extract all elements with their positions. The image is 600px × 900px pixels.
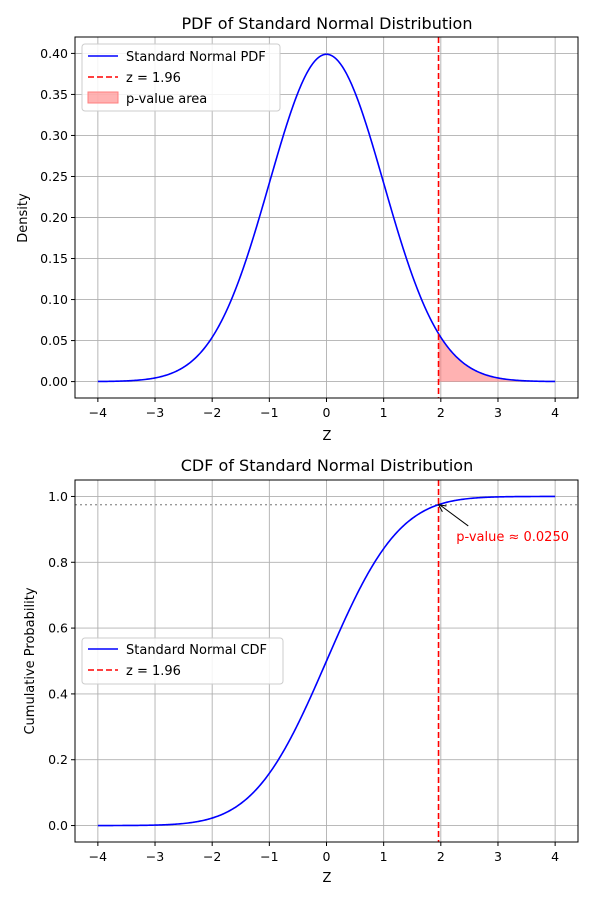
- pdf-legend-box: [81, 43, 281, 112]
- cdf-x-tick-label: −3: [146, 849, 164, 864]
- pdf-y-tick-label: 0.00: [40, 374, 68, 389]
- pdf-y-tick-label: 0.20: [40, 210, 68, 225]
- pdf-y-ticks: 0.00 0.05 0.10 0.15 0.20 0.25 0.30 0.35 0.40: [40, 46, 75, 389]
- pdf-x-tick-label: −1: [260, 405, 278, 420]
- cdf-y-label: Cumulative Probability: [23, 587, 38, 734]
- cdf-x-tick-label: −4: [89, 849, 107, 864]
- pdf-x-tick-label: −2: [203, 405, 221, 420]
- cdf-legend-curve-label: Standard Normal CDF: [126, 643, 267, 658]
- cdf-title: CDF of Standard Normal Distribution: [181, 456, 473, 475]
- cdf-y-tick-label: 0.6: [48, 621, 68, 636]
- cdf-y-tick-label: 0.0: [48, 818, 68, 833]
- pdf-legend-fill-label: p-value area: [126, 92, 207, 107]
- pdf-legend-fill-swatch: [87, 91, 119, 104]
- cdf-annotation-text: p-value ≈ 0.0250: [456, 530, 569, 545]
- pdf-y-tick-label: 0.25: [40, 169, 68, 184]
- cdf-x-tick-label: 0: [323, 849, 331, 864]
- pdf-y-tick-label: 0.35: [40, 87, 68, 102]
- pdf-legend-z-label: z = 1.96: [126, 71, 181, 86]
- pdf-legend: Standard Normal PDF z = 1.96 p-value are…: [81, 43, 281, 112]
- cdf-annotation-arrow: [439, 504, 469, 527]
- cdf-y-tick-label: 0.4: [48, 686, 68, 701]
- pdf-x-ticks: −4 −3 −2 −1 0 1 2 3 4: [89, 398, 559, 420]
- cdf-y-ticks: 0.0 0.2 0.4 0.6 0.8 1.0: [48, 489, 75, 833]
- pdf-x-tick-label: 3: [494, 405, 502, 420]
- pdf-x-tick-label: −3: [146, 405, 164, 420]
- pdf-title: PDF of Standard Normal Distribution: [182, 14, 473, 33]
- pdf-x-tick-label: 4: [551, 405, 559, 420]
- pdf-x-tick-label: 0: [323, 405, 331, 420]
- cdf-curve-line: [97, 495, 556, 827]
- cdf-legend-box: [81, 637, 284, 685]
- cdf-x-tick-label: 4: [551, 849, 559, 864]
- pdf-chart: PDF of Standard Normal Distribution −4 −3…: [16, 14, 579, 444]
- pdf-x-tick-label: −4: [89, 405, 107, 420]
- cdf-x-tick-label: −1: [260, 849, 278, 864]
- cdf-chart: CDF of Standard Normal Distribution −4 −3…: [23, 456, 579, 886]
- cdf-x-tick-label: 3: [494, 849, 502, 864]
- cdf-x-label: Z: [323, 871, 332, 886]
- pdf-y-label: Density: [16, 193, 31, 243]
- cdf-y-tick-label: 0.8: [48, 555, 68, 570]
- cdf-x-tick-label: −2: [203, 849, 221, 864]
- pdf-grid: [75, 37, 578, 398]
- cdf-y-tick-label: 0.2: [48, 752, 68, 767]
- cdf-annotation-arrowhead: [437, 504, 447, 512]
- cdf-legend: Standard Normal CDF z = 1.96: [81, 637, 284, 685]
- cdf-x-tick-label: 1: [380, 849, 388, 864]
- cdf-x-tick-label: 2: [437, 849, 445, 864]
- pdf-y-tick-label: 0.40: [40, 46, 68, 61]
- pdf-y-tick-label: 0.30: [40, 128, 68, 143]
- pdf-curve-line: [97, 53, 556, 383]
- cdf-y-tick-label: 1.0: [48, 489, 68, 504]
- pdf-x-label: Z: [323, 429, 332, 444]
- pdf-y-tick-label: 0.10: [40, 292, 68, 307]
- pdf-x-tick-label: 1: [380, 405, 388, 420]
- cdf-annotation: p-value ≈ 0.0250: [437, 504, 569, 545]
- cdf-legend-z-label: z = 1.96: [126, 664, 181, 679]
- pdf-x-tick-label: 2: [437, 405, 445, 420]
- pdf-y-tick-label: 0.05: [40, 333, 68, 348]
- pdf-legend-curve-label: Standard Normal PDF: [126, 50, 266, 65]
- pdf-p-value-area: [438, 333, 556, 382]
- pdf-y-tick-label: 0.15: [40, 251, 68, 266]
- cdf-x-ticks: −4 −3 −2 −1 0 1 2 3 4: [89, 842, 559, 864]
